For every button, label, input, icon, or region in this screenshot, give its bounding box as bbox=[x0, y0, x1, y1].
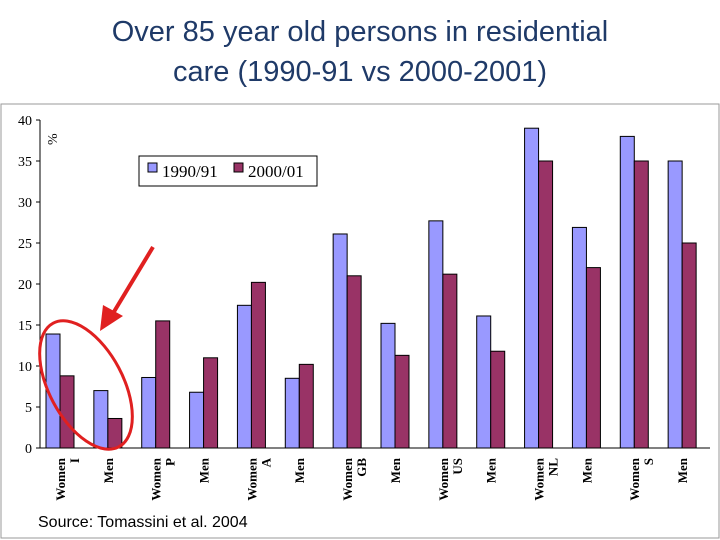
x-tick-label: Women GB bbox=[340, 457, 369, 500]
bar-2000-01-5 bbox=[298, 363, 314, 449]
x-tick-label: Men bbox=[484, 457, 499, 483]
x-tick-label: Women S bbox=[627, 457, 656, 500]
x-tick-label-line: GB bbox=[354, 458, 369, 477]
plot-frame bbox=[0, 103, 720, 539]
bar-1990-91-10 bbox=[524, 127, 540, 449]
bar-1990-91-4 bbox=[236, 304, 252, 449]
bar-2000-01-0 bbox=[59, 375, 75, 449]
x-tick-label-line: Men bbox=[484, 457, 499, 483]
x-tick-label: Men bbox=[197, 457, 212, 483]
arrow-shaft bbox=[110, 245, 155, 317]
x-tick-label: Women US bbox=[436, 457, 465, 500]
x-tick-label-line: P bbox=[163, 458, 178, 466]
x-tick-label-line: Men bbox=[579, 457, 594, 483]
bar-2000-01-12 bbox=[633, 160, 649, 449]
bar-1990-91-5 bbox=[284, 377, 300, 449]
bar-1990-91-1 bbox=[93, 390, 109, 449]
bar-1990-91-2 bbox=[141, 376, 157, 449]
bar-2000-01-8 bbox=[442, 273, 458, 449]
arrow-head bbox=[100, 305, 123, 331]
x-tick-label: Men bbox=[675, 457, 690, 483]
x-tick-label: Women P bbox=[149, 457, 178, 500]
bar-1990-91-3 bbox=[189, 391, 205, 449]
x-tick-label-line: Men bbox=[101, 457, 116, 483]
x-tick-label: Women NL bbox=[532, 457, 561, 500]
bar-1990-91-7 bbox=[380, 322, 396, 449]
bar-1990-91-11 bbox=[571, 226, 587, 449]
x-tick-label-line: A bbox=[258, 457, 273, 467]
x-tick-label-line: Men bbox=[675, 457, 690, 483]
bar-2000-01-13 bbox=[681, 242, 697, 449]
legend-label: 1990/91 bbox=[162, 162, 218, 181]
legend-label: 2000/01 bbox=[248, 162, 304, 181]
y-tick-label: 40 bbox=[18, 114, 32, 129]
y-tick-label: 20 bbox=[18, 278, 32, 293]
x-tick-label-line: NL bbox=[546, 458, 561, 476]
bar-1990-91-13 bbox=[667, 160, 683, 449]
bar-2000-01-6 bbox=[346, 275, 362, 449]
x-tick-label-line: Women bbox=[627, 457, 642, 500]
bar-2000-01-10 bbox=[538, 160, 554, 449]
y-tick-label: 10 bbox=[18, 360, 32, 375]
title-line-2: care (1990-91 vs 2000-2001) bbox=[172, 56, 547, 88]
bar-1990-91-8 bbox=[428, 220, 444, 449]
bar-2000-01-7 bbox=[394, 354, 410, 449]
bar-1990-91-6 bbox=[332, 233, 348, 449]
x-tick-label-line: Women bbox=[149, 457, 164, 500]
y-tick-label: 25 bbox=[18, 237, 32, 252]
x-tick-label-line: Men bbox=[292, 457, 307, 483]
x-tick-label: Men bbox=[101, 457, 116, 483]
x-tick-label-line: Women bbox=[340, 457, 355, 500]
x-tick-label-line: Women bbox=[244, 457, 259, 500]
x-tick-label: Women I bbox=[53, 457, 82, 500]
x-tick-label: Men bbox=[388, 457, 403, 483]
y-tick-label: 30 bbox=[18, 196, 32, 211]
x-tick-label-line: I bbox=[67, 458, 82, 463]
y-tick-label: 0 bbox=[25, 442, 32, 457]
source-note: Source: Tomassini et al. 2004 bbox=[34, 514, 252, 532]
y-tick-label: 35 bbox=[18, 155, 32, 170]
x-tick-label: Men bbox=[292, 457, 307, 483]
x-tick-label-line: US bbox=[450, 458, 465, 475]
bar-2000-01-4 bbox=[250, 281, 266, 449]
bar-2000-01-2 bbox=[155, 320, 171, 449]
bar-2000-01-3 bbox=[203, 357, 219, 449]
x-tick-label-line: Men bbox=[197, 457, 212, 483]
x-tick-label-line: Women bbox=[53, 457, 68, 500]
y-tick-label: 5 bbox=[25, 401, 32, 416]
legend-swatch bbox=[233, 162, 244, 173]
highlight-ellipse bbox=[38, 319, 134, 451]
x-tick-label-line: Women bbox=[532, 457, 547, 500]
legend-box bbox=[138, 155, 318, 187]
x-tick-label-line: Women bbox=[436, 457, 451, 500]
x-tick-label-line: Men bbox=[388, 457, 403, 483]
x-tick-label: Women A bbox=[244, 457, 273, 500]
y-tick-label: 15 bbox=[18, 319, 32, 334]
legend-swatch bbox=[147, 162, 158, 173]
chart-title: Over 85 year old persons in residential … bbox=[0, 12, 720, 92]
bar-1990-91-9 bbox=[476, 315, 492, 449]
title-line-1: Over 85 year old persons in residential bbox=[111, 16, 609, 48]
bar-2000-01-9 bbox=[490, 350, 506, 449]
bar-1990-91-12 bbox=[619, 135, 635, 449]
bar-2000-01-1 bbox=[107, 417, 123, 449]
y-axis-label: % bbox=[46, 133, 61, 145]
x-tick-label: Men bbox=[579, 457, 594, 483]
x-tick-label-line: S bbox=[641, 458, 656, 465]
bar-2000-01-11 bbox=[585, 267, 601, 449]
